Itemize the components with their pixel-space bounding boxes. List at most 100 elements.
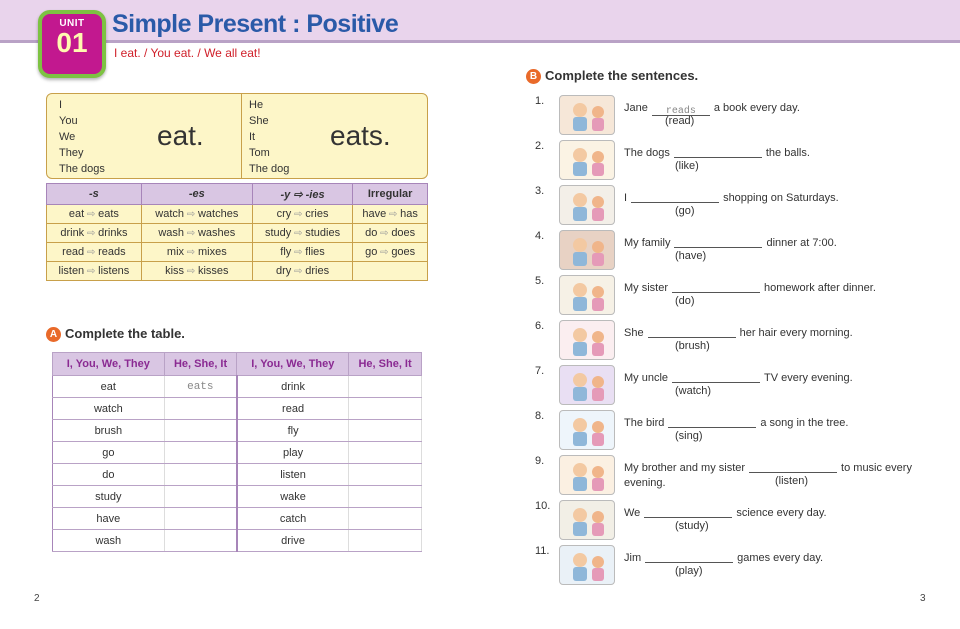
answer-cell[interactable] (164, 529, 238, 552)
sentence-after: to music every evening. (624, 462, 912, 489)
answer-cell[interactable] (348, 485, 422, 508)
section-a-letter: A (46, 327, 61, 342)
item-number: 3. (535, 185, 545, 197)
base-form: mix (166, 246, 185, 258)
answer-blank[interactable] (749, 461, 838, 473)
verb-text: do (102, 468, 115, 481)
verb-text: wash (95, 534, 122, 547)
verb-cell: listen (236, 463, 350, 486)
answer-blank[interactable] (674, 236, 763, 248)
third-person-form: watches (197, 208, 239, 220)
sentence-after: TV every evening. (764, 372, 853, 384)
third-person-form: reads (98, 246, 126, 258)
sentence-after: the balls. (765, 147, 810, 159)
verb-cell: read (236, 397, 350, 420)
sentence-text: Jim games every day. (624, 551, 914, 566)
verb-box-divider (241, 94, 242, 178)
verb-cell: brush (52, 419, 165, 442)
page-number-right: 3 (920, 593, 926, 604)
verb-text: have (96, 512, 121, 525)
page-number-left: 2 (34, 593, 40, 604)
sentence-before: Jane (624, 102, 648, 114)
sentence-item: 8. The bird a song in the tree. (sing) (535, 410, 935, 454)
third-person-form: washes (197, 227, 236, 239)
answer-blank[interactable] (647, 326, 736, 338)
answer-cell[interactable] (164, 463, 238, 486)
verb-hint: (brush) (675, 340, 710, 352)
answer-blank[interactable]: reads (651, 104, 710, 117)
item-number: 9. (535, 455, 545, 467)
third-person-form: does (391, 227, 416, 239)
base-form: wash (158, 227, 185, 239)
verb-cell: wake (236, 485, 350, 508)
answer-blank[interactable] (672, 371, 761, 383)
item-number: 1. (535, 95, 545, 107)
answer-cell[interactable] (348, 507, 422, 530)
verb-hint: (go) (675, 205, 695, 217)
answer-blank[interactable] (631, 191, 720, 203)
verb-cell: study (52, 485, 165, 508)
third-person-form: dries (305, 265, 330, 277)
answer-cell[interactable] (164, 485, 238, 508)
col-header: He, She, It (348, 352, 422, 376)
col-header: He, She, It (163, 352, 238, 376)
verb-text: wake (280, 490, 306, 503)
base-form: have (362, 208, 387, 220)
verb-hint: (do) (675, 295, 695, 307)
table-row: watch read (52, 397, 422, 420)
section-a-text: Complete the table. (65, 326, 185, 341)
answer-cell[interactable] (348, 441, 422, 464)
verb-hint: (like) (675, 160, 699, 172)
base-form: drink (60, 227, 85, 239)
base-form: watch (155, 208, 185, 220)
answer-blank[interactable] (644, 506, 733, 518)
base-form: go (365, 246, 378, 258)
sentence-before: The dogs (624, 147, 670, 159)
subject: You (59, 115, 78, 127)
answer-cell[interactable]: eats (164, 375, 238, 398)
answer-cell[interactable] (348, 529, 422, 552)
answer-cell[interactable] (348, 375, 422, 398)
sentence-text: My sister homework after dinner. (624, 281, 914, 296)
third-person-form: cries (305, 208, 329, 220)
subject: The dog (249, 163, 290, 175)
answer-cell[interactable] (348, 419, 422, 442)
answer-cell[interactable] (348, 463, 422, 486)
rule-cell: go ⇨ goes (352, 242, 428, 262)
verb-text: brush (94, 424, 123, 437)
answer-cell[interactable] (164, 441, 238, 464)
answer-cell[interactable] (164, 397, 238, 420)
base-form: kiss (165, 265, 185, 277)
base-verb: eat. (157, 120, 204, 151)
sentence-after: her hair every morning. (739, 327, 853, 339)
verb-hint: (listen) (775, 475, 809, 487)
rule-header: -s (46, 183, 142, 205)
base-form: eat (68, 208, 85, 220)
sentence-after: science every day. (736, 507, 827, 519)
sentence-text: She her hair every morning. (624, 326, 914, 341)
rule-cell: listen ⇨ listens (46, 261, 142, 281)
spelling-rules-table: -s -es -y ⇨ -ies Irregular eat ⇨ eats wat… (46, 183, 428, 281)
rule-cell: eat ⇨ eats (46, 204, 142, 224)
third-person-form: drinks (98, 227, 128, 239)
unit-number: 01 (56, 27, 88, 58)
answer-blank[interactable] (668, 416, 757, 428)
answer-blank[interactable] (645, 551, 734, 563)
answer-blank[interactable] (673, 146, 762, 158)
table-row: study wake (52, 485, 422, 508)
rule-header: -y ⇨ -ies (251, 183, 354, 205)
item-number: 2. (535, 140, 545, 152)
sentence-text: My brother and my sister to music every e… (624, 461, 914, 491)
right-subjects: He She It Tom The dog (249, 97, 289, 177)
subject: She (249, 115, 269, 127)
arrow-icon: ⇨ (291, 266, 306, 277)
verb-hint: (read) (665, 115, 695, 127)
answer-cell[interactable] (164, 419, 238, 442)
header-band (0, 0, 960, 43)
answer-cell[interactable] (164, 507, 238, 530)
subject: We (59, 131, 76, 143)
sentence-after: homework after dinner. (764, 282, 876, 294)
answer-blank[interactable] (672, 281, 760, 293)
answer-cell[interactable] (348, 397, 422, 420)
rule-cell: cry ⇨ cries (251, 204, 354, 224)
